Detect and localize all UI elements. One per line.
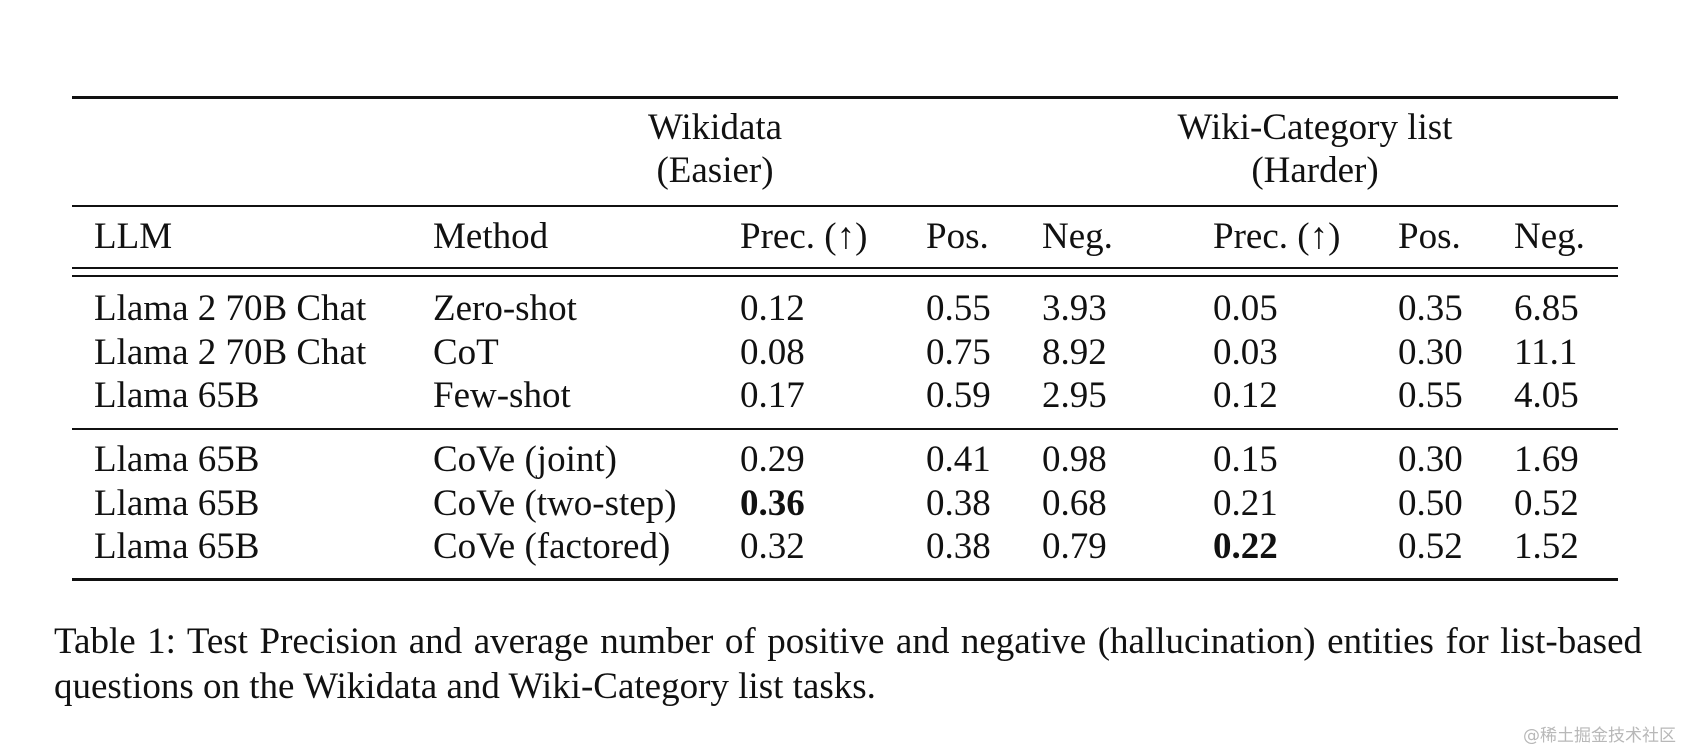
cell-method: Zero-shot — [433, 288, 577, 329]
cell-wikidata-negative: 8.92 — [1042, 331, 1107, 373]
group-header-wikidata-title: Wikidata — [647, 107, 783, 148]
group-header-rule — [72, 205, 1618, 207]
cell-category-precision: 0.22 — [1213, 526, 1278, 567]
cell-method: CoVe (joint) — [433, 439, 617, 480]
group-header-wikidata: Wikidata (Easier) — [560, 106, 870, 192]
cell-category-negative: 1.52 — [1514, 526, 1579, 567]
table-bottom-rule — [72, 578, 1618, 581]
column-header-category-precision: Prec. (↑) — [1213, 216, 1341, 257]
column-header-double-rule-upper — [72, 267, 1618, 269]
table-row: Llama 65B CoVe (joint) 0.29 0.41 0.98 0.15 0.3… — [0, 438, 1690, 482]
cell-wikidata-negative: 0.98 — [1042, 439, 1107, 480]
cell-category-positive: 0.30 — [1398, 439, 1463, 480]
column-header-wikidata-negative: Neg. — [1042, 216, 1113, 257]
cell-wikidata-positive: 0.55 — [926, 288, 991, 329]
cell-category-positive: 0.30 — [1398, 331, 1463, 373]
cell-wikidata-positive: 0.75 — [926, 331, 991, 373]
cell-llm: Llama 65B — [94, 482, 260, 524]
column-header-wikidata-positive: Pos. — [926, 216, 989, 257]
cell-method: CoVe (factored) — [433, 526, 671, 567]
cell-category-negative: 11.1 — [1514, 331, 1578, 373]
cell-category-negative: 4.05 — [1514, 375, 1579, 416]
cell-category-positive: 0.52 — [1398, 526, 1463, 567]
cell-category-precision: 0.21 — [1213, 482, 1278, 524]
cell-wikidata-negative: 3.93 — [1042, 288, 1107, 329]
cell-llm: Llama 65B — [94, 526, 260, 567]
cell-llm: Llama 65B — [94, 439, 260, 480]
cell-category-positive: 0.35 — [1398, 288, 1463, 329]
group-header-wiki-category-title: Wiki-Category list — [1177, 107, 1453, 148]
table-row: Llama 65B CoVe (two-step) 0.36 0.38 0.68 0.21… — [0, 482, 1690, 526]
cell-method: CoT — [433, 331, 499, 373]
table-row-group-baselines: Llama 2 70B Chat Zero-shot 0.12 0.55 3.93 0.0… — [0, 287, 1690, 418]
table-row-group-cove: Llama 65B CoVe (joint) 0.29 0.41 0.98 0.15 0.3… — [0, 438, 1690, 569]
cell-category-positive: 0.55 — [1398, 375, 1463, 416]
cell-wikidata-positive: 0.38 — [926, 526, 991, 567]
cell-wikidata-positive: 0.38 — [926, 482, 991, 524]
cell-wikidata-precision: 0.08 — [740, 331, 805, 373]
column-header-method: Method — [433, 216, 549, 257]
cell-llm: Llama 2 70B Chat — [94, 331, 367, 373]
cell-wikidata-positive: 0.41 — [926, 439, 991, 480]
cell-wikidata-positive: 0.59 — [926, 375, 991, 416]
cell-category-positive: 0.50 — [1398, 482, 1463, 524]
cell-wikidata-precision: 0.12 — [740, 288, 805, 329]
cell-category-precision: 0.12 — [1213, 375, 1278, 416]
cell-wikidata-negative: 2.95 — [1042, 375, 1107, 416]
cell-category-negative: 0.52 — [1514, 482, 1579, 524]
cell-llm: Llama 2 70B Chat — [94, 288, 367, 329]
cell-method: Few-shot — [433, 375, 571, 416]
cell-wikidata-negative: 0.68 — [1042, 482, 1107, 524]
table-caption: Table 1: Test Precision and average numb… — [54, 621, 1642, 707]
cell-wikidata-precision: 0.32 — [740, 526, 805, 567]
group-header-wiki-category: Wiki-Category list (Harder) — [1110, 106, 1520, 192]
cell-category-precision: 0.03 — [1213, 331, 1278, 373]
watermark: @稀土掘金技术社区 — [1523, 726, 1676, 746]
table-top-rule — [72, 96, 1618, 99]
table-row: Llama 2 70B Chat CoT 0.08 0.75 8.92 0.03 0.30 1… — [0, 331, 1690, 375]
column-header-row: LLM Method Prec. (↑) Pos. Neg. Prec. (↑)… — [0, 210, 1690, 265]
cell-category-negative: 1.69 — [1514, 439, 1579, 480]
group-header-wiki-category-difficulty: (Harder) — [1251, 150, 1379, 191]
cell-category-precision: 0.05 — [1213, 288, 1278, 329]
cell-category-negative: 6.85 — [1514, 288, 1579, 329]
cell-wikidata-precision: 0.17 — [740, 375, 805, 416]
table-row: Llama 2 70B Chat Zero-shot 0.12 0.55 3.93 0.0… — [0, 287, 1690, 331]
column-header-category-negative: Neg. — [1514, 216, 1585, 257]
table-row: Llama 65B CoVe (factored) 0.32 0.38 0.79 0.22… — [0, 525, 1690, 569]
cell-llm: Llama 65B — [94, 375, 260, 416]
column-header-double-rule-lower — [72, 275, 1618, 277]
row-group-separator-rule — [72, 428, 1618, 430]
cell-wikidata-precision: 0.36 — [740, 482, 805, 524]
table-row: Llama 65B Few-shot 0.17 0.59 2.95 0.12 0.55 4.0… — [0, 374, 1690, 418]
column-header-llm: LLM — [94, 216, 173, 257]
cell-wikidata-precision: 0.29 — [740, 439, 805, 480]
cell-method: CoVe (two-step) — [433, 482, 677, 524]
column-header-category-positive: Pos. — [1398, 216, 1461, 257]
cell-wikidata-negative: 0.79 — [1042, 526, 1107, 567]
cell-category-precision: 0.15 — [1213, 439, 1278, 480]
group-header-wikidata-difficulty: (Easier) — [656, 150, 774, 191]
column-header-wikidata-precision: Prec. (↑) — [740, 216, 868, 257]
